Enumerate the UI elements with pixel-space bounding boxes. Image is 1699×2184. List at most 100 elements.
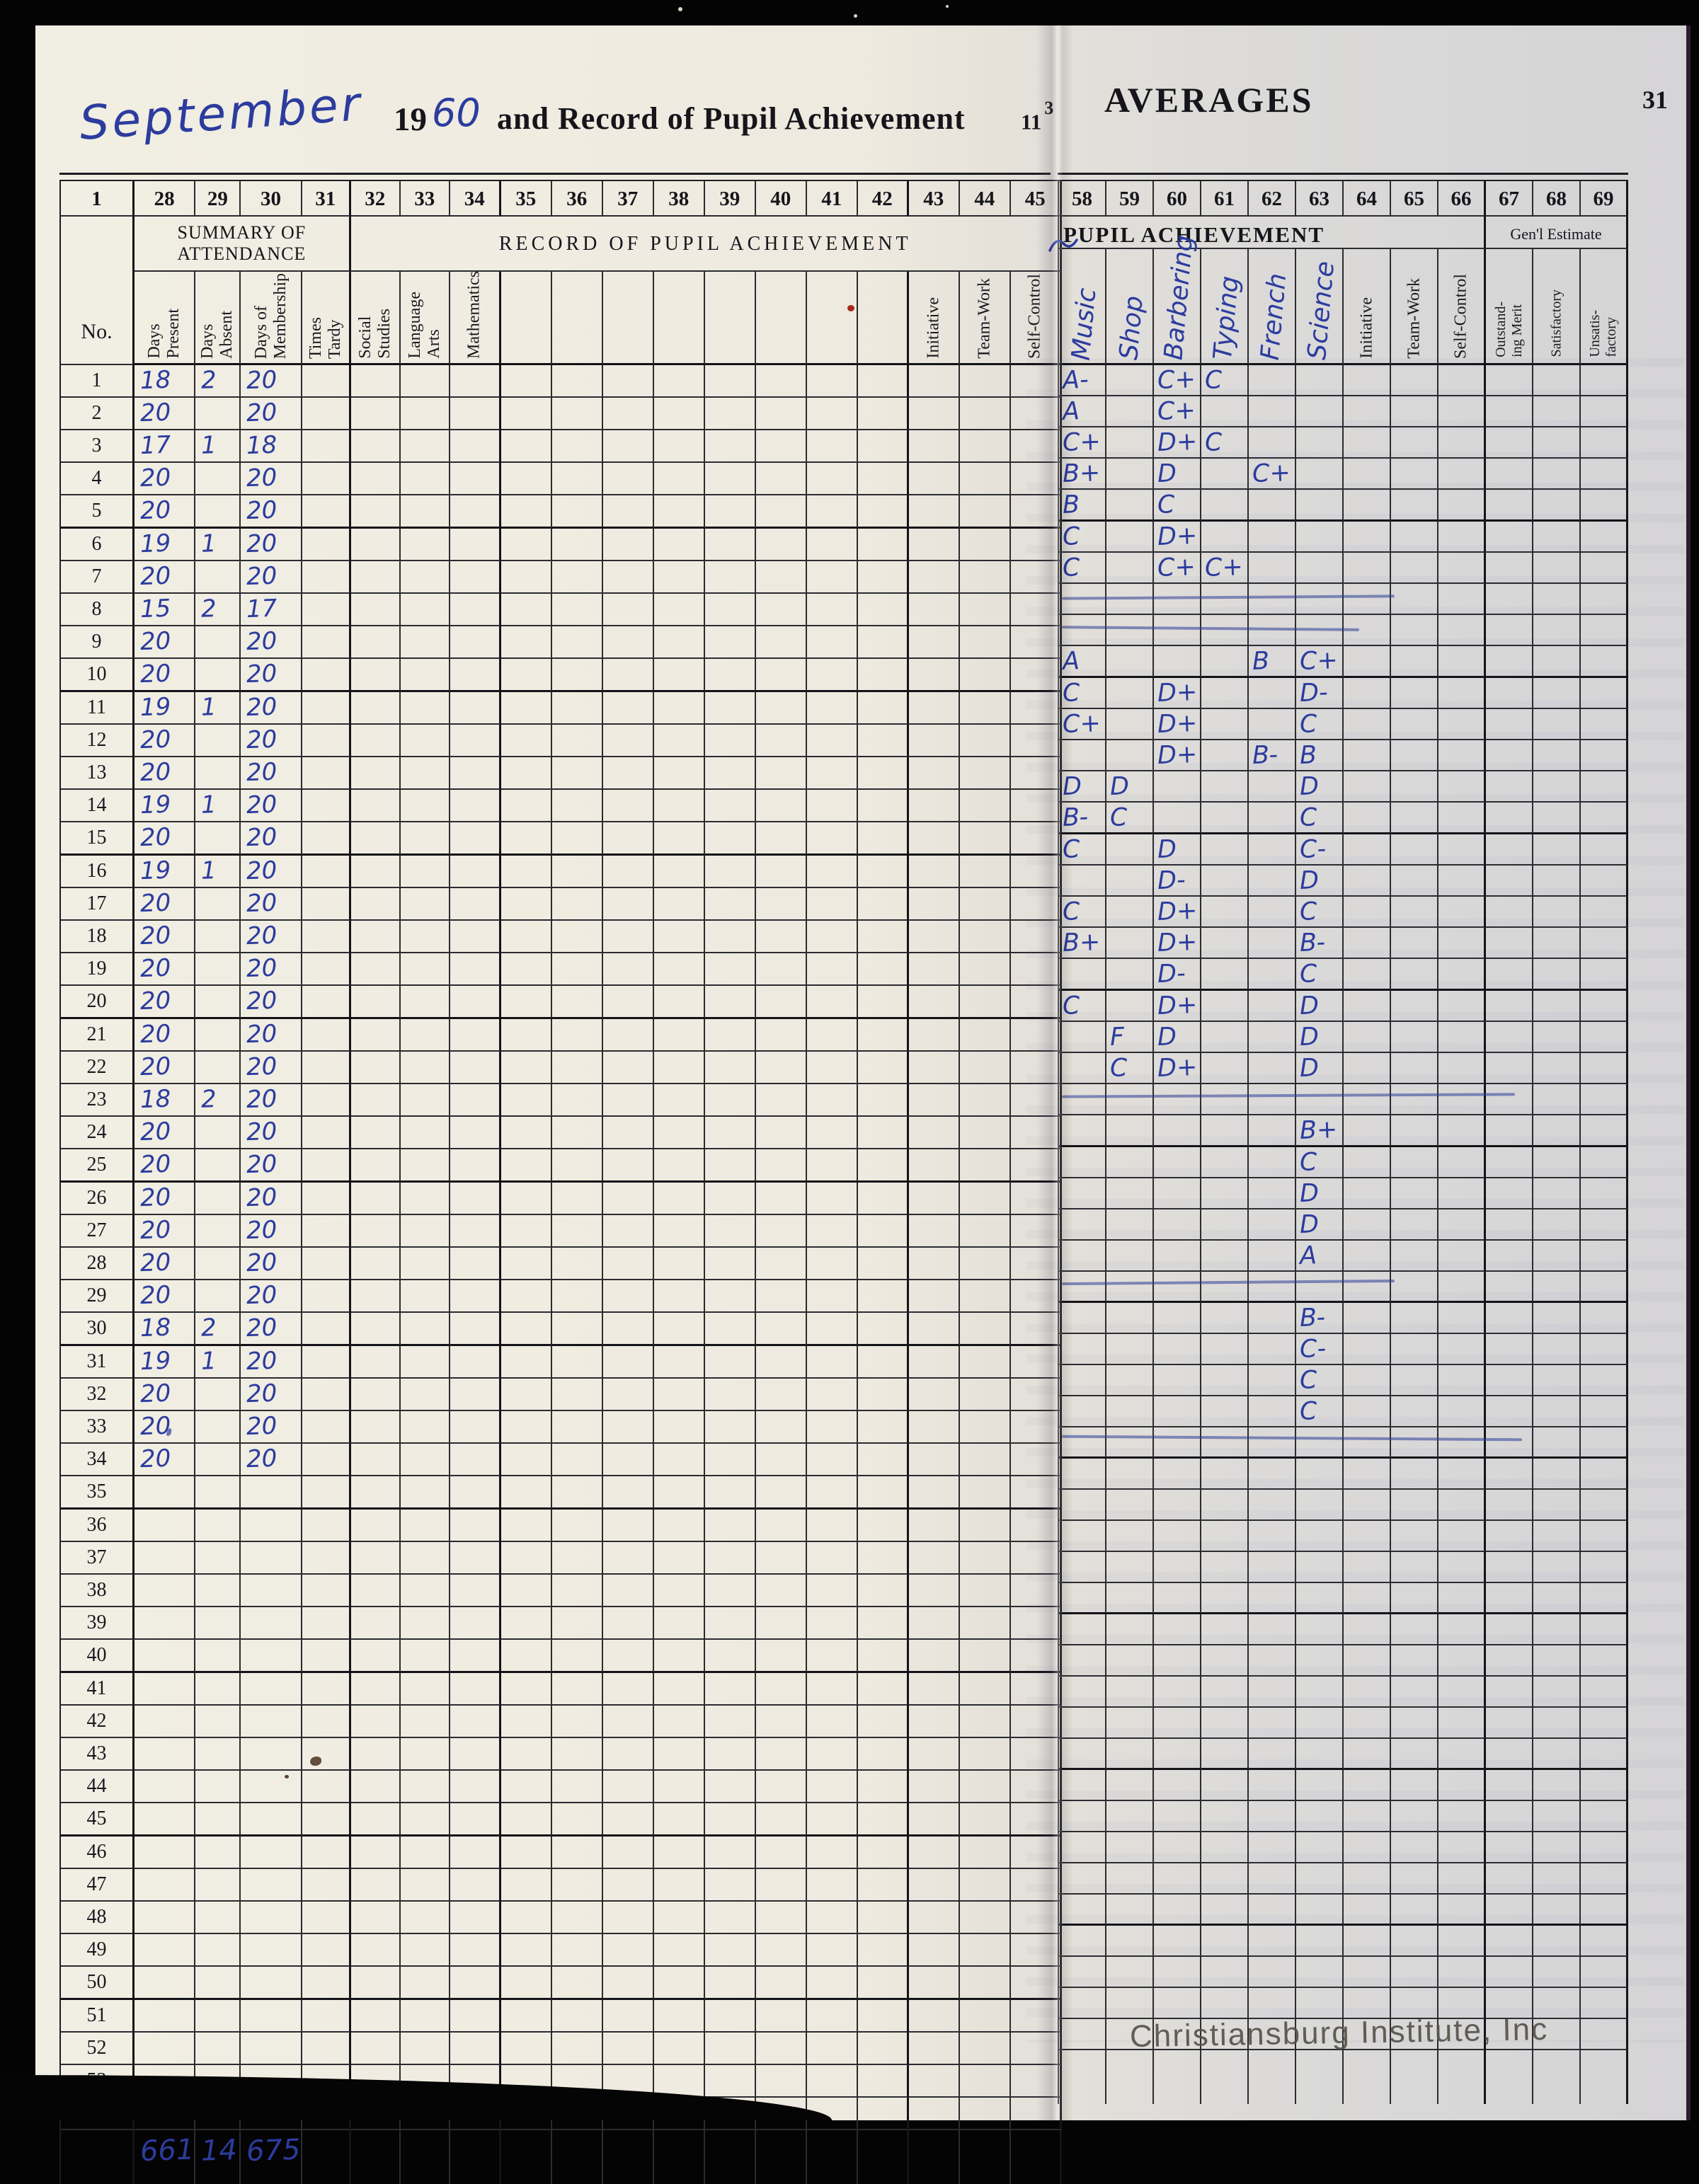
empty-cell	[653, 1183, 705, 1215]
empty-cell	[350, 1117, 401, 1149]
empty-cell	[450, 626, 501, 659]
grade-cell: C	[1059, 897, 1106, 928]
handwritten-value: 47	[86, 1873, 107, 1895]
handwritten-value: 18	[139, 1313, 171, 1343]
empty-cell	[1486, 1552, 1533, 1583]
empty-cell	[1201, 396, 1249, 427]
empty-cell	[908, 1934, 960, 1967]
column-number-cell: 61	[1201, 181, 1249, 217]
empty-cell	[1059, 1583, 1106, 1614]
empty-cell	[959, 1052, 1011, 1084]
handwritten-value: 23	[86, 1088, 107, 1110]
empty-cell	[350, 1771, 401, 1803]
empty-cell	[1581, 678, 1628, 709]
empty-cell	[959, 529, 1011, 561]
empty-cell	[551, 757, 603, 790]
handwritten-subject-label: Typing	[1208, 275, 1245, 362]
empty-cell	[135, 1706, 196, 1738]
empty-cell	[857, 594, 909, 626]
empty-cell	[551, 1803, 603, 1837]
empty-cell	[1106, 1832, 1154, 1863]
empty-cell	[400, 1052, 450, 1084]
empty-cell	[450, 1313, 501, 1346]
empty-cell	[908, 2000, 960, 2033]
empty-cell	[704, 1706, 756, 1738]
empty-cell	[450, 1411, 501, 1444]
empty-cell	[1201, 1178, 1249, 1209]
handwritten-value: D+	[1157, 709, 1198, 739]
grade-cell: C+	[1249, 459, 1296, 490]
attendance-value-cell: 1	[195, 430, 241, 463]
attendance-value-cell: 20	[241, 1149, 302, 1183]
empty-cell	[1059, 1490, 1106, 1521]
red-ink-dot	[847, 305, 854, 311]
empty-cell	[1010, 1673, 1062, 1706]
row-number-cell: 50	[61, 1967, 135, 2000]
empty-cell	[806, 1510, 858, 1542]
empty-cell	[1581, 396, 1628, 427]
empty-cell	[500, 790, 552, 822]
empty-cell	[602, 1117, 654, 1149]
empty-cell	[1249, 1178, 1296, 1209]
empty-cell	[1581, 1334, 1628, 1365]
empty-cell	[908, 398, 960, 430]
empty-cell	[500, 921, 552, 953]
empty-cell	[704, 986, 756, 1019]
empty-cell	[602, 463, 654, 495]
empty-cell	[908, 495, 960, 529]
empty-cell	[704, 1934, 756, 1967]
empty-cell	[241, 1738, 302, 1771]
empty-cell	[1249, 1521, 1296, 1552]
empty-cell	[1059, 1739, 1106, 1770]
empty-cell	[1438, 2050, 1486, 2104]
empty-cell	[1106, 959, 1154, 991]
empty-cell	[350, 1215, 401, 1248]
grade-cell: C	[1296, 803, 1344, 834]
empty-cell	[857, 1215, 909, 1248]
handwritten-subject-header: Barbering	[1154, 234, 1201, 365]
empty-cell	[1201, 646, 1249, 678]
empty-cell	[1154, 1957, 1201, 1988]
attendance-value-cell: 18	[241, 430, 302, 463]
handwritten-value: 20	[139, 1183, 171, 1213]
empty-cell	[653, 888, 705, 921]
empty-cell	[350, 495, 401, 529]
empty-cell	[1533, 2019, 1581, 2050]
vertical-column-header: Team-Work	[959, 272, 1011, 365]
empty-cell	[1533, 834, 1581, 866]
empty-cell	[1581, 771, 1628, 803]
vertical-label: Unsatis- factory	[1587, 310, 1619, 357]
empty-cell	[302, 561, 351, 594]
empty-cell	[1201, 1988, 1249, 2019]
empty-cell	[959, 1313, 1011, 1346]
empty-cell	[1249, 1334, 1296, 1365]
handwritten-value: 32	[86, 1383, 107, 1405]
empty-cell	[1059, 2019, 1106, 2050]
empty-cell	[400, 1476, 450, 1510]
empty-cell	[350, 398, 401, 430]
empty-cell	[1201, 1427, 1249, 1459]
empty-cell	[1344, 866, 1391, 897]
empty-cell	[195, 1673, 241, 1706]
empty-cell	[195, 757, 241, 790]
empty-cell	[806, 561, 858, 594]
empty-cell	[1438, 1552, 1486, 1583]
attendance-value-cell: 1	[195, 1346, 241, 1379]
empty-cell	[1059, 1645, 1106, 1677]
empty-cell	[1010, 2065, 1062, 2098]
handwritten-value: 26	[86, 1187, 107, 1209]
empty-cell	[135, 1510, 196, 1542]
empty-cell	[500, 757, 552, 790]
left-page-number: 113	[1021, 98, 1054, 134]
empty-cell	[1581, 1614, 1628, 1645]
handwritten-value: C	[1062, 992, 1081, 1021]
handwritten-value: 14	[86, 794, 107, 816]
empty-cell	[1059, 1677, 1106, 1708]
empty-cell	[302, 1607, 351, 1640]
column-number-cell: 59	[1106, 181, 1154, 217]
empty-cell	[1249, 803, 1296, 834]
attendance-value-cell: 20	[241, 495, 302, 529]
empty-cell	[1201, 459, 1249, 490]
empty-cell	[1581, 1209, 1628, 1241]
general-estimate-header: Gen'l Estimate	[1510, 225, 1602, 243]
